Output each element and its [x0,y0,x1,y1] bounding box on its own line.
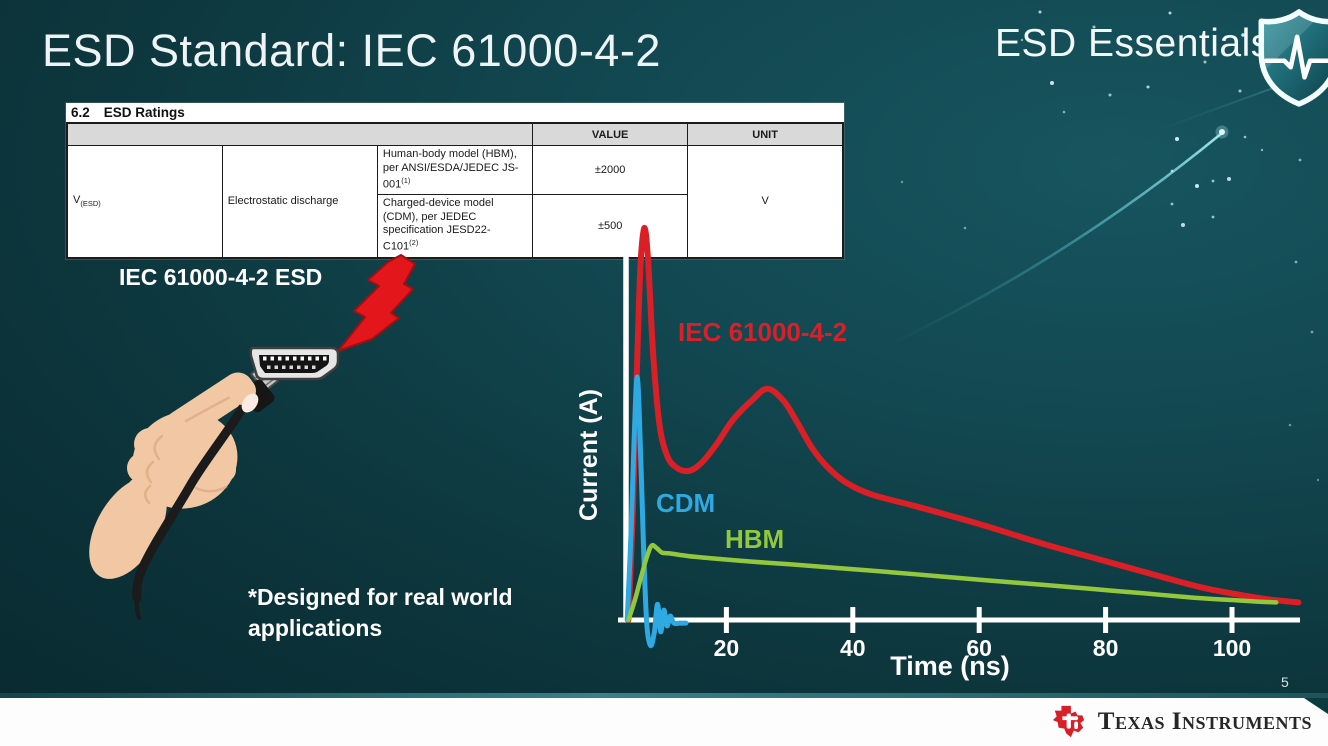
page-number: 5 [1281,674,1289,690]
sparkle-dot [1170,169,1174,173]
sparkle-dot [1227,177,1231,181]
sparkle-dot [1146,85,1150,89]
sparkle-dot [1260,148,1264,152]
header-value: VALUE [532,122,689,146]
page-title: ESD Standard: IEC 61000-4-2 [42,25,661,76]
table-row-hbm: V(ESD) Electrostatic discharge Human-bod… [66,144,844,259]
sparkle-dot [1020,38,1024,42]
x-tick-label: 100 [1213,635,1251,661]
header-empty-cell [66,122,534,146]
curve-hbm [626,542,1279,623]
brand-title: ESD Essentials [995,22,1271,65]
table-header-row: VALUE UNIT [66,122,844,146]
footnote: *Designed for real world applications [248,582,513,644]
sparkle-dot [1288,423,1292,427]
sparkle-dot [1310,330,1314,334]
ti-logo: Texas Instruments [1050,704,1312,740]
illustration-caption: IEC 61000-4-2 ESD [119,264,323,290]
sparkle-dot [1211,215,1215,219]
x-tick-label: 40 [840,635,866,661]
sparkle-dot [1175,137,1179,141]
sparkle-dot [1062,110,1066,114]
cable-graphic [132,387,257,620]
footnote-line-1: *Designed for real world [248,584,513,610]
x-axis-label: Time (ns) [890,651,1010,681]
sparkle-dot [1108,93,1112,97]
lightning-bolt-icon [337,254,416,352]
sparkle-dot [1238,89,1242,93]
hdmi-connector-icon [249,346,340,381]
table-row-cdm: Charged-device model (CDM), per JEDEC sp… [67,193,843,259]
ti-logo-icon [1052,705,1084,738]
sparkle-dot [1316,478,1320,482]
table-section-title: ESD Ratings [103,105,185,120]
sparkle-dot [1168,11,1172,15]
esd-shield-icon [1258,9,1328,107]
cdm-description-cell: Charged-device model (CDM), per JEDEC sp… [376,193,534,259]
sparkle-dot [1298,158,1302,162]
sparkle-dot [1211,179,1215,183]
curve-label: CDM [656,488,715,518]
symbol-cell: V(ESD) [66,144,223,259]
table-section-number: 6.2 [71,105,90,120]
sparkle-dot [1050,81,1054,85]
hbm-description-cell: Human-body model (HBM), per ANSI/ESDA/JE… [376,145,534,195]
footnote-line-2: applications [248,615,383,641]
sparkle-dot [1243,135,1247,139]
sparkle-dot [1092,25,1096,29]
unit-cell: V [687,144,844,259]
sparkle-dot [1038,10,1042,14]
hand-graphic [89,372,254,579]
header-unit: UNIT [687,122,844,146]
sparkle-dot [1241,33,1245,37]
sparkle-field [900,10,1320,482]
x-tick-label: 80 [1093,635,1119,661]
pulse-line-icon [1263,34,1328,80]
sparkle-dot [1294,260,1298,264]
sparkle-dot [1203,60,1207,64]
x-tick-label: 60 [966,635,992,661]
cdm-value-cell: ±500 [532,193,689,259]
footer-corner-accent [1304,698,1328,714]
x-tick-label: 20 [714,635,740,661]
parameter-cell: Electrostatic discharge [221,144,378,259]
sparkle-dot [900,180,904,184]
sparkle-dot [1181,223,1185,227]
ti-logo-text: Texas Instruments [1097,708,1312,735]
sparkle-dot [1170,202,1174,206]
footer-bar [0,698,1328,746]
hbm-value-cell: ±2000 [532,145,689,195]
table-caption: 6.2 ESD Ratings [66,103,844,122]
curve-iec-61000-4-2 [625,224,1302,623]
sparkle-dot [1195,184,1199,188]
y-axis-label: Current (A) [578,389,603,521]
esd-waveform-chart: 20 40 60 80 100 Time (ns) Current (A) IEC 61000… [578,222,1302,681]
esd-strike-illustration [89,254,416,620]
sparkle-dot [963,226,967,230]
curve-label: IEC 61000-4-2 [678,317,847,347]
footer-separator [0,693,1328,698]
comet-streak [881,125,1229,350]
curve-cdm [624,374,689,649]
esd-ratings-table: 6.2 ESD Ratings VALUE UNIT V(ESD) Electro… [66,103,844,259]
fingertip [228,377,259,413]
curve-label: HBM [725,524,784,554]
